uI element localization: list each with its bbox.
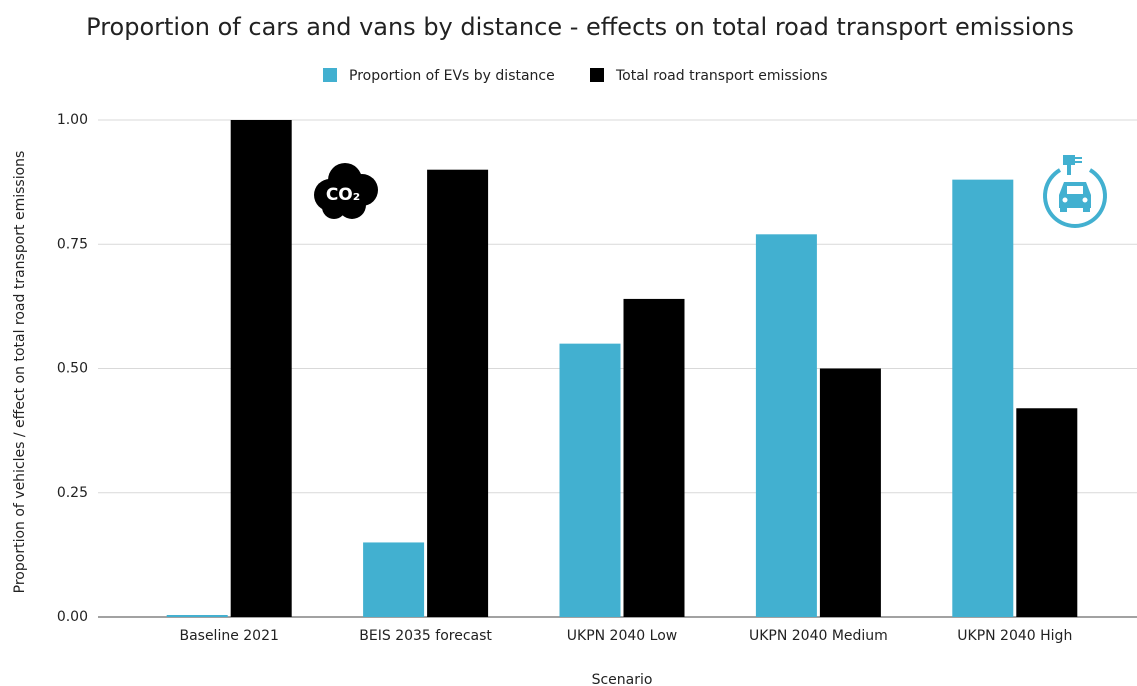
y-tick-label: 0.00	[57, 609, 88, 625]
icons: CO₂	[314, 155, 1107, 228]
bar	[427, 169, 489, 617]
x-tick-label: UKPN 2040 Low	[567, 628, 677, 644]
y-axis-label: Proportion of vehicles / effect on total…	[12, 151, 28, 594]
legend-swatch	[323, 68, 337, 82]
x-tick-label: Baseline 2021	[179, 628, 278, 644]
x-tick-label: UKPN 2040 Medium	[749, 628, 888, 644]
y-tick-label: 0.75	[57, 236, 88, 252]
legend-label: Proportion of EVs by distance	[349, 68, 555, 84]
y-tick-label: 0.25	[57, 485, 88, 501]
co2-label: CO₂	[326, 185, 360, 205]
bar	[166, 615, 228, 617]
co2-icon: CO₂	[314, 163, 378, 219]
bar	[755, 234, 817, 617]
bar	[230, 120, 292, 617]
x-tick-label: BEIS 2035 forecast	[359, 628, 492, 644]
y-tick-label: 1.00	[57, 112, 88, 128]
chart-title: Proportion of cars and vans by distance …	[86, 13, 1074, 41]
legend-label: Total road transport emissions	[615, 68, 828, 84]
x-tick-label: UKPN 2040 High	[957, 628, 1072, 644]
ev-icon	[1043, 155, 1107, 228]
bar	[623, 298, 685, 617]
bar	[819, 368, 881, 617]
y-tick-label: 0.50	[57, 361, 88, 377]
bar	[559, 343, 621, 617]
bar	[1016, 408, 1078, 617]
x-axis-label: Scenario	[592, 672, 653, 686]
legend-swatch	[590, 68, 604, 82]
bar	[952, 179, 1014, 617]
bar	[363, 542, 425, 617]
